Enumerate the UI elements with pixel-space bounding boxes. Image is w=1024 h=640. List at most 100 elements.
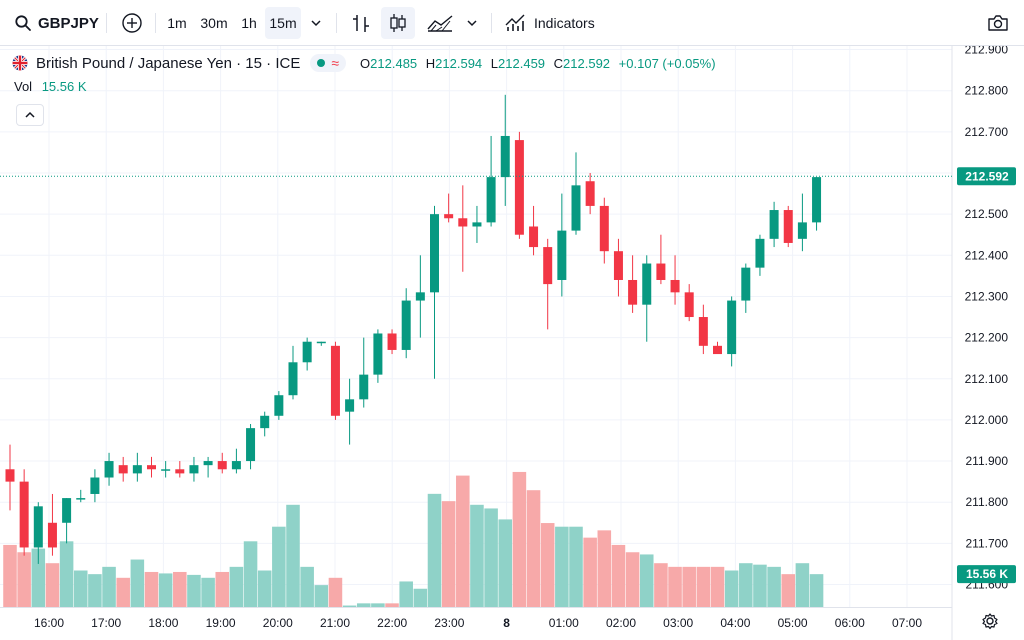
volume-bar bbox=[498, 519, 513, 607]
candle-body[interactable] bbox=[90, 477, 100, 494]
volume-bar bbox=[356, 603, 371, 607]
x-tick-label: 17:00 bbox=[91, 616, 121, 630]
candle-body[interactable] bbox=[543, 247, 553, 285]
volume-value: 15.56 K bbox=[41, 79, 87, 94]
candle-body[interactable] bbox=[444, 214, 454, 219]
volume-bar bbox=[767, 566, 781, 607]
candle-body[interactable] bbox=[670, 279, 680, 293]
interval-30m[interactable]: 30m bbox=[196, 7, 232, 39]
volume-bar bbox=[3, 544, 17, 607]
candle-body[interactable] bbox=[316, 341, 326, 344]
candle-body[interactable] bbox=[161, 469, 171, 471]
volume-bar bbox=[59, 541, 74, 607]
candle-body[interactable] bbox=[642, 263, 652, 305]
candle-body[interactable] bbox=[797, 222, 807, 239]
interval-15m[interactable]: 15m bbox=[265, 7, 301, 39]
candle-body[interactable] bbox=[430, 214, 439, 293]
candle-body[interactable] bbox=[557, 230, 567, 280]
candle-body[interactable] bbox=[203, 461, 213, 466]
candle-body[interactable] bbox=[189, 465, 199, 474]
x-tick-label: 02:00 bbox=[606, 616, 636, 630]
volume-bar bbox=[555, 526, 569, 607]
chart-style-dropdown[interactable] bbox=[460, 7, 484, 39]
candle-body[interactable] bbox=[147, 465, 156, 470]
candle-body[interactable] bbox=[656, 263, 666, 280]
symbol-search[interactable]: GBPJPY bbox=[14, 0, 99, 46]
candle-body[interactable] bbox=[613, 251, 623, 280]
candle-body[interactable] bbox=[330, 345, 340, 416]
interval-dropdown[interactable] bbox=[304, 7, 328, 39]
interval-1m[interactable]: 1m bbox=[162, 7, 192, 39]
candle-body[interactable] bbox=[302, 341, 312, 363]
candle-body[interactable] bbox=[104, 461, 114, 478]
volume-bar bbox=[31, 548, 46, 607]
candle-body[interactable] bbox=[458, 218, 468, 227]
volume-bar bbox=[540, 523, 555, 607]
top-toolbar: GBPJPY 1m 30m 1h 15m Indicators bbox=[0, 0, 1024, 46]
candle-body[interactable] bbox=[514, 140, 524, 235]
candle-body[interactable] bbox=[246, 428, 256, 462]
market-open-dot-icon bbox=[317, 59, 326, 67]
search-icon bbox=[15, 15, 31, 31]
candle-body[interactable] bbox=[585, 181, 595, 206]
candle-body[interactable] bbox=[76, 498, 86, 500]
settings-gear-icon[interactable] bbox=[981, 612, 999, 630]
candle-body[interactable] bbox=[500, 135, 510, 178]
candle-body[interactable] bbox=[628, 279, 638, 305]
candle-body[interactable] bbox=[132, 465, 142, 474]
candle-body[interactable] bbox=[345, 399, 355, 412]
indicators-icon bbox=[505, 14, 525, 31]
volume-bar bbox=[17, 552, 31, 607]
candle-body[interactable] bbox=[571, 185, 581, 231]
candle-body[interactable] bbox=[288, 362, 298, 396]
candle-body[interactable] bbox=[118, 465, 128, 474]
candle-body[interactable] bbox=[727, 300, 737, 355]
candle-body[interactable] bbox=[387, 333, 397, 350]
candle-body[interactable] bbox=[769, 210, 779, 239]
candle-body[interactable] bbox=[175, 469, 185, 474]
add-symbol-button[interactable] bbox=[117, 7, 147, 39]
candle-body[interactable] bbox=[529, 226, 539, 248]
candle-body[interactable] bbox=[472, 222, 482, 227]
candle-body[interactable] bbox=[401, 300, 411, 350]
indicators-button[interactable]: Indicators bbox=[500, 7, 608, 39]
candle-body[interactable] bbox=[47, 522, 57, 548]
candle-body[interactable] bbox=[19, 481, 29, 548]
volume-bars bbox=[3, 471, 824, 607]
candle-body[interactable] bbox=[755, 238, 765, 268]
candle-body[interactable] bbox=[713, 345, 722, 355]
candle-body[interactable] bbox=[812, 177, 822, 223]
candle-style-icon bbox=[390, 14, 406, 32]
candle-body[interactable] bbox=[486, 177, 496, 223]
candle-body[interactable] bbox=[260, 415, 270, 429]
area-style-button[interactable] bbox=[422, 7, 458, 39]
candle-body[interactable] bbox=[741, 267, 751, 301]
candle-body[interactable] bbox=[599, 205, 609, 252]
candle-body[interactable] bbox=[359, 374, 369, 400]
snapshot-button[interactable] bbox=[982, 7, 1014, 39]
candle-body[interactable] bbox=[62, 498, 72, 523]
x-tick-label: 22:00 bbox=[377, 616, 407, 630]
volume-bar bbox=[526, 490, 541, 607]
candle-body[interactable] bbox=[33, 506, 43, 548]
candle-body[interactable] bbox=[274, 395, 284, 416]
candle-body[interactable] bbox=[684, 292, 694, 318]
candle-body[interactable] bbox=[231, 461, 241, 470]
bar-style-button[interactable] bbox=[346, 7, 376, 39]
candle-body[interactable] bbox=[217, 461, 227, 470]
collapse-legend-button[interactable] bbox=[16, 104, 44, 126]
candle-body[interactable] bbox=[5, 469, 15, 482]
chevron-down-icon bbox=[467, 20, 477, 27]
y-tick-label: 212.900 bbox=[965, 43, 1009, 57]
candle-body[interactable] bbox=[783, 210, 793, 243]
market-status-pill[interactable]: ≈ bbox=[310, 54, 347, 72]
interval-1h[interactable]: 1h bbox=[235, 7, 263, 39]
candle-body[interactable] bbox=[698, 317, 708, 346]
x-tick-label: 23:00 bbox=[434, 616, 464, 630]
chart-title: British Pound / Japanese Yen · 15 · ICE bbox=[36, 54, 301, 72]
candle-style-button[interactable] bbox=[381, 7, 415, 39]
candle-body[interactable] bbox=[415, 292, 425, 301]
volume-bar bbox=[413, 588, 428, 607]
candle-body[interactable] bbox=[373, 333, 383, 375]
